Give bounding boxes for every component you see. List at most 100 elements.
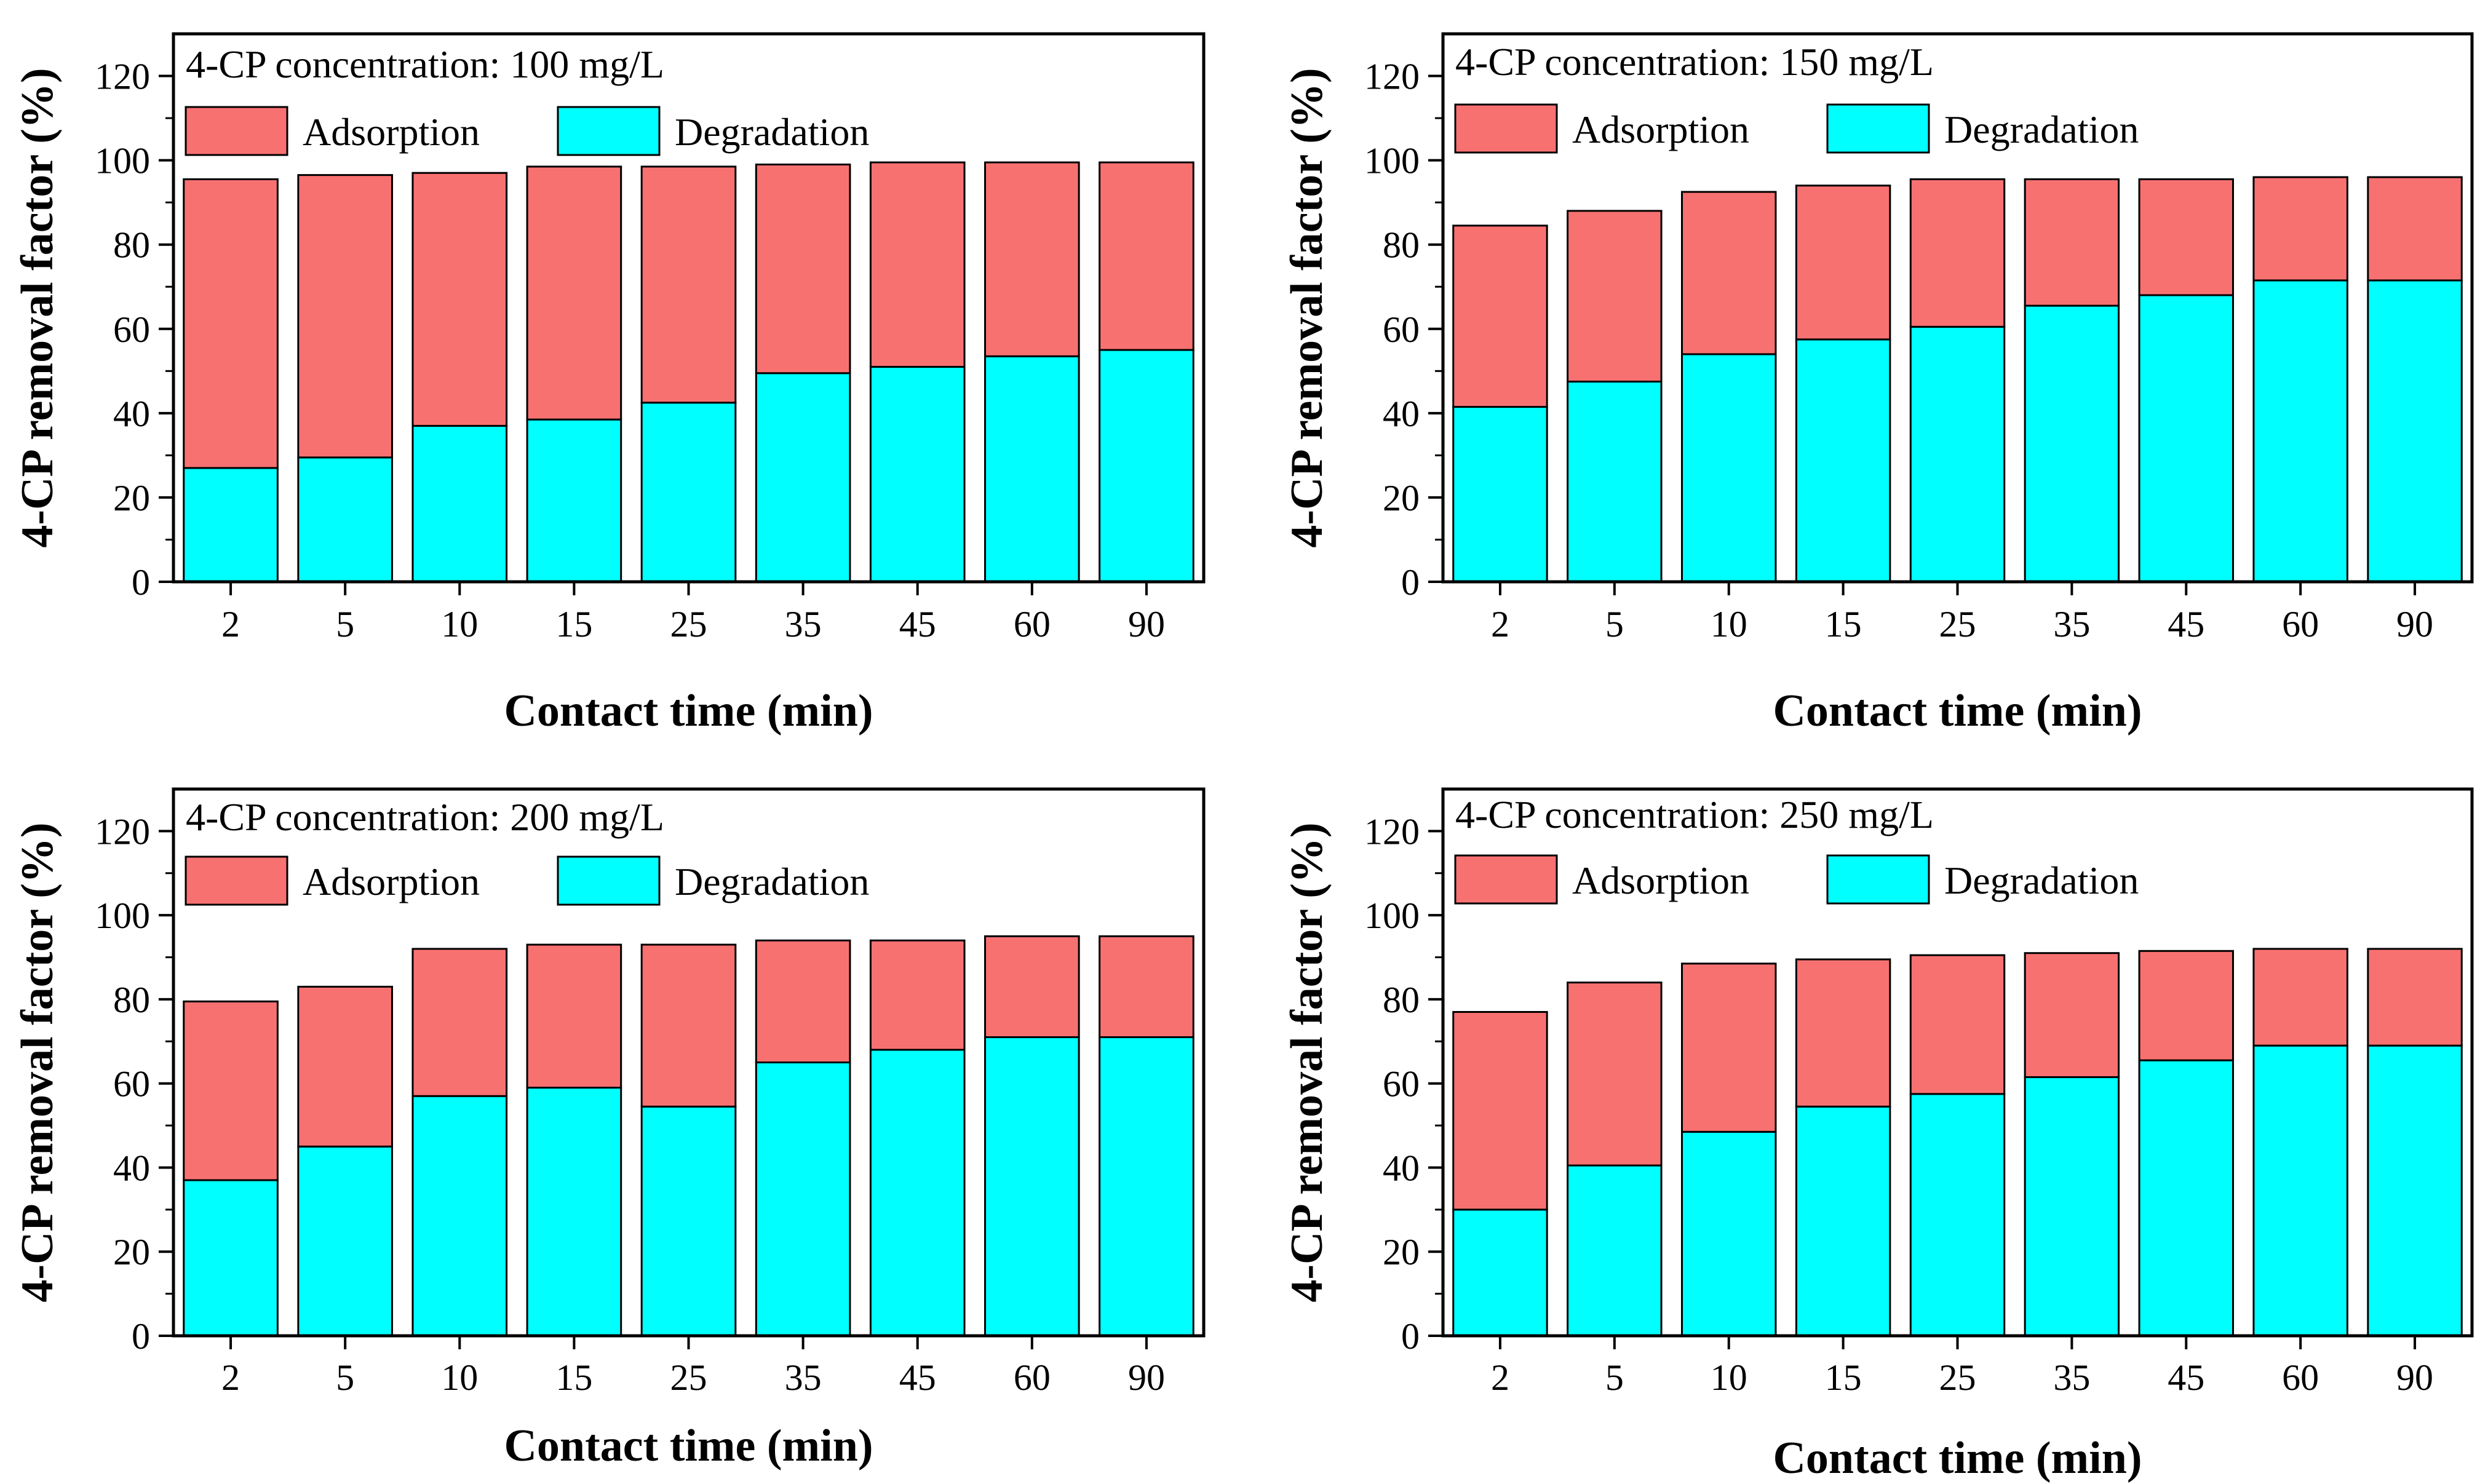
panel-4-legend-swatch-adsorption <box>1454 854 1558 905</box>
panel-4-x-tick-label-15: 15 <box>1825 1357 1862 1398</box>
panel-4-x-tick-label-35: 35 <box>2053 1357 2090 1398</box>
panel-2-bar-degradation-90 <box>2367 279 2463 583</box>
panel-4-bar-adsorption-45 <box>2138 950 2234 1061</box>
panel-2-concentration-label: 4-CP concentration: 150 mg/L <box>1455 40 1934 84</box>
panel-2-bar-degradation-2 <box>1452 406 1548 583</box>
panel-4-bar-degradation-10 <box>1681 1130 1777 1337</box>
panel-3-concentration-label: 4-CP concentration: 200 mg/L <box>186 795 664 839</box>
panel-1-x-tick-label-25: 25 <box>670 604 707 645</box>
panel-3-x-tick-label-45: 45 <box>899 1357 936 1398</box>
panel-3-x-tick-label-90: 90 <box>1128 1357 1165 1398</box>
panel-1-bar-degradation-2 <box>183 467 279 583</box>
panel-1-x-tick-label-10: 10 <box>441 604 478 645</box>
panel-2-plot-frame <box>1441 32 2474 584</box>
panel-2-bar-adsorption-2 <box>1452 224 1548 408</box>
panel-2-bar-adsorption-90 <box>2367 176 2463 282</box>
panel-3-x-tick-label-60: 60 <box>1014 1357 1051 1398</box>
panel-2-bar-degradation-35 <box>2024 304 2120 583</box>
panel-1-bar-adsorption-15 <box>526 165 622 421</box>
panel-2-bar-degradation-60 <box>2252 279 2348 583</box>
panel-4-y-tick-label-60: 60 <box>1383 1064 1420 1105</box>
panel-2-bar-degradation-10 <box>1681 353 1777 583</box>
panel-3-bar-degradation-10 <box>411 1095 508 1337</box>
panel-1-bar-degradation-15 <box>526 418 622 583</box>
panel-4-concentration-label: 4-CP concentration: 250 mg/L <box>1455 793 1934 836</box>
panel-1-bar-adsorption-60 <box>984 161 1080 357</box>
panel-3-x-tick-label-2: 2 <box>221 1357 240 1398</box>
panel-1-legend-label-adsorption: Adsorption <box>303 110 480 154</box>
panel-1-y-axis-title: 4-CP removal factor (%) <box>12 68 63 547</box>
panel-3-bar-degradation-5 <box>297 1145 393 1337</box>
panel-4-x-tick-label-10: 10 <box>1711 1357 1747 1398</box>
panel-4-y-axis-title: 4-CP removal factor (%) <box>1282 822 1332 1302</box>
panel-2-y-tick-label-20: 20 <box>1383 478 1420 518</box>
panel-3-bar-adsorption-15 <box>526 943 622 1089</box>
panel-1-bar-degradation-35 <box>755 372 851 583</box>
panel-3-bar-adsorption-10 <box>411 948 508 1097</box>
panel-1-bar-adsorption-35 <box>755 163 851 375</box>
panel-3-bar-degradation-45 <box>869 1049 966 1337</box>
panel-4-bar-adsorption-25 <box>1909 954 2006 1095</box>
panel-2-legend-swatch-degradation <box>1826 103 1930 154</box>
panel-3-bar-adsorption-45 <box>869 939 966 1051</box>
panel-1-legend-swatch-adsorption <box>185 106 288 156</box>
panel-1-legend-label-degradation: Degradation <box>675 110 869 154</box>
panel-4-bar-adsorption-90 <box>2367 948 2463 1047</box>
panel-4-bar-adsorption-60 <box>2252 948 2348 1047</box>
panel-3-legend-swatch-adsorption <box>185 855 288 906</box>
panel-3-bar-degradation-60 <box>984 1036 1080 1337</box>
panel-4-y-tick-label-80: 80 <box>1383 980 1420 1020</box>
panel-2-legend-swatch-adsorption <box>1454 103 1558 154</box>
panel-3-x-tick-label-10: 10 <box>441 1357 478 1398</box>
panel-3-y-tick-label-0: 0 <box>132 1316 150 1357</box>
panel-4-y-tick-label-0: 0 <box>1401 1316 1420 1357</box>
panel-4-bar-degradation-45 <box>2138 1059 2234 1337</box>
panel-2-bar-adsorption-15 <box>1795 185 1891 341</box>
panel-2-bar-adsorption-35 <box>2024 178 2120 307</box>
panel-1-y-tick-label-20: 20 <box>113 478 150 518</box>
panel-1-bar-adsorption-2 <box>183 178 279 469</box>
panel-4-y-tick-label-20: 20 <box>1383 1232 1420 1272</box>
panel-1-bar-adsorption-5 <box>297 174 393 459</box>
panel-1-y-tick-label-80: 80 <box>113 225 150 266</box>
panel-2-x-tick-label-10: 10 <box>1711 604 1747 645</box>
panel-1-bar-adsorption-25 <box>640 165 737 404</box>
panel-4-x-tick-label-90: 90 <box>2396 1357 2433 1398</box>
panel-1-plot-frame <box>172 32 1206 584</box>
panel-4-bar-degradation-5 <box>1567 1164 1663 1337</box>
panel-3-bar-adsorption-25 <box>640 943 737 1108</box>
panel-3-bar-degradation-90 <box>1099 1036 1194 1337</box>
panel-4-bar-adsorption-2 <box>1452 1010 1548 1211</box>
panel-1-legend-swatch-degradation <box>557 106 661 156</box>
panel-3-plot-frame <box>172 787 1206 1338</box>
panel-1-y-tick-label-40: 40 <box>113 394 150 434</box>
panel-2-bar-degradation-25 <box>1909 325 2006 583</box>
panel-3-bar-degradation-35 <box>755 1061 851 1337</box>
panel-3-x-axis-title: Contact time (min) <box>504 1421 873 1471</box>
panel-3-y-tick-label-80: 80 <box>113 980 150 1020</box>
panel-3-y-axis-title: 4-CP removal factor (%) <box>12 822 63 1302</box>
panel-3-x-tick-label-15: 15 <box>555 1357 592 1398</box>
panel-1-y-tick-label-100: 100 <box>95 141 150 181</box>
panel-4-legend-swatch-degradation <box>1826 854 1930 905</box>
panel-1-bar-adsorption-45 <box>869 161 966 368</box>
panel-1-x-tick-label-35: 35 <box>785 604 822 645</box>
panel-3-bar-adsorption-5 <box>297 985 393 1148</box>
panel-1-x-tick-label-45: 45 <box>899 604 936 645</box>
panel-4-y-tick-label-100: 100 <box>1364 895 1420 936</box>
panel-1-x-tick-label-15: 15 <box>555 604 592 645</box>
panel-4-bar-degradation-25 <box>1909 1093 2006 1337</box>
panel-2-bar-adsorption-45 <box>2138 178 2234 296</box>
panel-2-y-tick-label-100: 100 <box>1364 141 1420 181</box>
panel-2-x-tick-label-45: 45 <box>2168 604 2204 645</box>
panel-4-bar-adsorption-5 <box>1567 982 1663 1167</box>
panel-2-y-axis-title: 4-CP removal factor (%) <box>1282 68 1332 547</box>
panel-3-legend-label-adsorption: Adsorption <box>303 860 480 903</box>
panel-3-y-tick-label-20: 20 <box>113 1232 150 1272</box>
panel-2-bar-adsorption-60 <box>2252 176 2348 282</box>
panel-1-bar-degradation-60 <box>984 355 1080 583</box>
panel-3-x-tick-label-5: 5 <box>336 1357 354 1398</box>
panel-1-y-tick-label-60: 60 <box>113 309 150 350</box>
panel-4-plot-frame <box>1441 787 2474 1338</box>
